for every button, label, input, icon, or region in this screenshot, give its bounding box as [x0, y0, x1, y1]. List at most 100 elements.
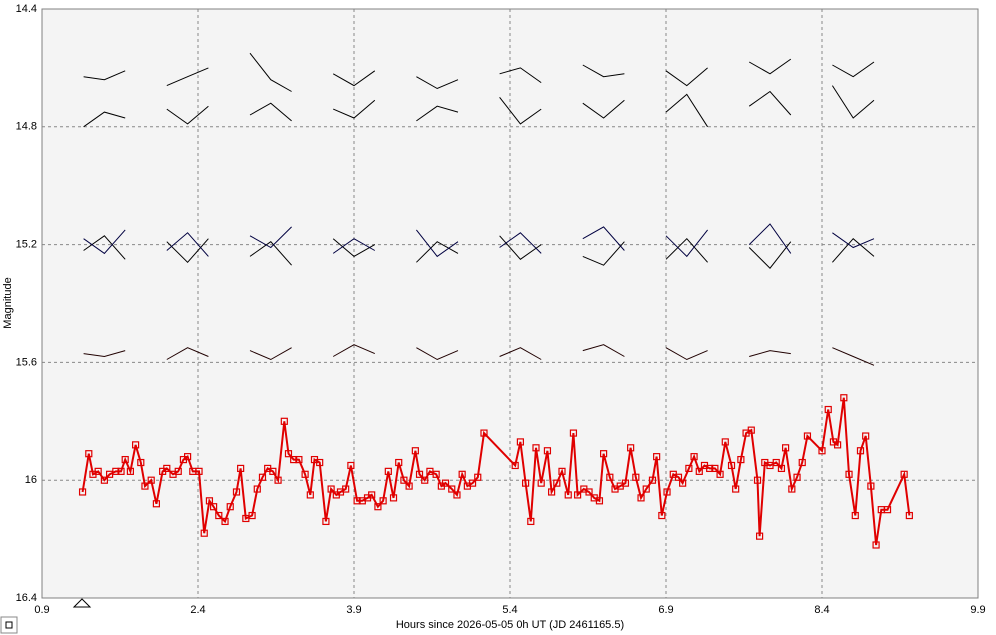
data-point	[379, 497, 387, 505]
data-point	[642, 485, 650, 493]
data-point	[468, 479, 477, 487]
data-point	[862, 432, 870, 440]
data-point	[347, 461, 355, 470]
data-point	[100, 476, 109, 484]
data-point	[798, 458, 806, 467]
data-point	[532, 444, 540, 452]
x-tick-label: 5.4	[502, 604, 517, 616]
data-point	[732, 485, 740, 493]
data-point	[627, 444, 635, 452]
data-point	[867, 482, 875, 490]
data-point	[248, 511, 256, 520]
x-tick-label: 9.9	[970, 604, 985, 616]
data-point	[274, 476, 282, 484]
marks	[78, 52, 913, 549]
corner-button-icon	[5, 621, 13, 629]
x-tick-label: 0.9	[34, 604, 49, 616]
data-point	[564, 491, 572, 499]
data-point	[205, 497, 214, 505]
data-point	[400, 476, 408, 484]
data-point	[147, 476, 155, 484]
data-point	[448, 485, 456, 493]
data-point	[253, 485, 261, 493]
y-tick-label: 15.2	[16, 239, 37, 251]
data-point	[585, 488, 593, 496]
y-tick-label: 14.8	[16, 121, 37, 133]
data-point	[599, 450, 608, 458]
data-point	[316, 458, 324, 467]
x-tick-label: 8.4	[814, 604, 829, 616]
data-point	[301, 470, 309, 478]
data-point	[818, 447, 826, 455]
data-point	[215, 511, 223, 520]
data-point	[210, 503, 218, 511]
data-point	[905, 511, 913, 520]
data-point	[126, 467, 135, 475]
data-point	[621, 479, 630, 487]
data-point	[690, 453, 698, 461]
data-point	[112, 467, 120, 475]
data-point	[322, 517, 330, 526]
data-point	[777, 464, 786, 473]
data-point	[163, 464, 171, 473]
data-point	[663, 488, 671, 496]
data-point	[258, 473, 267, 481]
data-point	[716, 470, 724, 478]
start-marker	[72, 598, 92, 608]
x-tick-label: 6.9	[658, 604, 673, 616]
data-point	[558, 467, 566, 475]
data-point	[521, 479, 530, 487]
data-point	[747, 426, 755, 434]
y-tick-label: 15.6	[16, 356, 37, 368]
data-point	[516, 438, 525, 446]
data-point	[195, 467, 203, 475]
series-line	[83, 223, 875, 258]
data-point	[441, 479, 450, 487]
x-tick-label: 3.9	[346, 604, 361, 616]
data-point	[284, 450, 293, 458]
data-point	[117, 467, 125, 475]
data-point	[833, 441, 842, 449]
data-point	[543, 447, 552, 455]
y-tick-label: 16.4	[16, 592, 37, 604]
data-point	[94, 467, 102, 475]
data-point	[788, 485, 796, 493]
data-point	[132, 441, 140, 449]
data-point	[232, 488, 241, 496]
data-point	[511, 461, 519, 470]
data-point	[405, 482, 413, 490]
data-point	[280, 417, 288, 425]
data-point	[573, 491, 582, 499]
data-point	[685, 464, 693, 473]
series-line	[83, 52, 875, 92]
data-point	[121, 455, 129, 464]
data-point	[368, 491, 376, 499]
data-point	[137, 458, 145, 467]
data-point	[527, 517, 535, 526]
data-point	[753, 476, 762, 484]
data-point	[474, 473, 482, 481]
data-point	[606, 473, 614, 481]
corner-button[interactable]	[0, 616, 18, 634]
data-point	[872, 541, 880, 549]
data-point	[674, 473, 683, 481]
data-point	[840, 394, 848, 402]
data-point	[595, 497, 604, 505]
data-point	[480, 429, 488, 437]
data-point	[141, 482, 149, 490]
data-point	[737, 455, 745, 464]
data-point	[85, 450, 93, 458]
series-line	[81, 397, 911, 546]
data-point	[755, 532, 764, 540]
data-point	[648, 476, 657, 484]
data-point	[781, 444, 790, 452]
data-point	[453, 491, 461, 499]
data-point	[637, 494, 645, 502]
data-point	[569, 429, 578, 437]
data-point	[200, 529, 208, 537]
data-point	[174, 467, 182, 475]
data-point	[658, 511, 666, 520]
data-point	[342, 485, 350, 493]
y-tick-label: 16	[25, 474, 37, 486]
